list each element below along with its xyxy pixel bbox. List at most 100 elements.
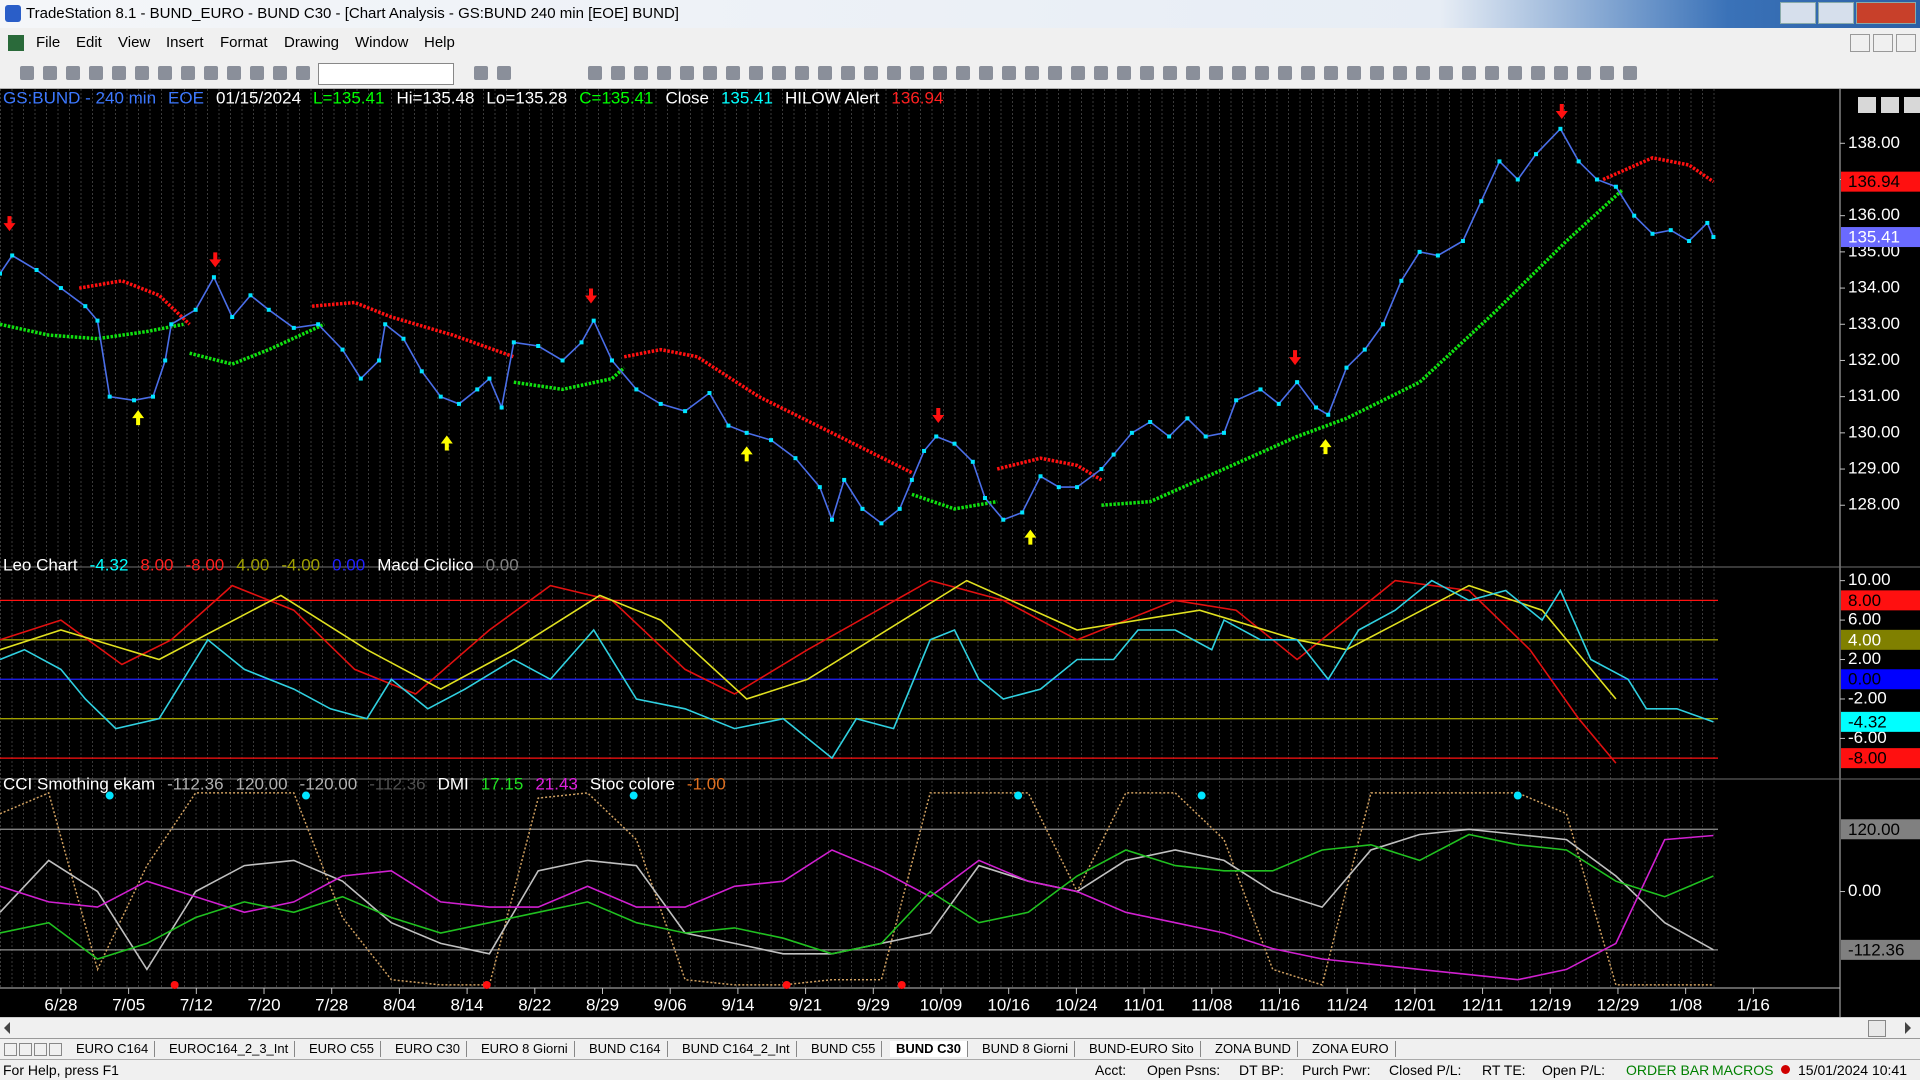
workspace-tab[interactable]: EURO C164	[70, 1041, 156, 1057]
toolbar-icon[interactable]	[1485, 66, 1499, 80]
toolbar-icon[interactable]	[1416, 66, 1430, 80]
toolbar-icon[interactable]	[1209, 66, 1223, 80]
toolbar-icon[interactable]	[273, 66, 287, 80]
toolbar-icon[interactable]	[1554, 66, 1568, 80]
menu-item[interactable]: View	[118, 34, 151, 51]
chart-close[interactable]	[1904, 97, 1920, 113]
tab-nav[interactable]	[19, 1043, 32, 1056]
toolbar-icon[interactable]	[611, 66, 625, 80]
toolbar-icon[interactable]	[841, 66, 855, 80]
toolbar-icon[interactable]	[20, 66, 34, 80]
toolbar-icon[interactable]	[818, 66, 832, 80]
toolbar-icon[interactable]	[634, 66, 648, 80]
horizontal-scrollbar[interactable]	[0, 1017, 1920, 1038]
tab-nav[interactable]	[49, 1043, 62, 1056]
toolbar-icon[interactable]	[864, 66, 878, 80]
mdi-min[interactable]	[1850, 34, 1870, 52]
toolbar-icon[interactable]	[1025, 66, 1039, 80]
menu-item[interactable]: Insert	[166, 34, 204, 51]
workspace-tab[interactable]: BUND-EURO Sito	[1083, 1041, 1201, 1057]
toolbar-icon[interactable]	[1439, 66, 1453, 80]
toolbar-icon[interactable]	[1508, 66, 1522, 80]
workspace-tab[interactable]: EURO C55	[303, 1041, 382, 1057]
chart-min[interactable]	[1858, 97, 1876, 113]
mdi-close[interactable]	[1896, 34, 1916, 52]
tab-nav[interactable]	[4, 1043, 17, 1056]
toolbar-icon[interactable]	[1531, 66, 1545, 80]
symbol-combo[interactable]	[318, 63, 454, 85]
toolbar-icon[interactable]	[1048, 66, 1062, 80]
toolbar-icon[interactable]	[250, 66, 264, 80]
toolbar-icon[interactable]	[588, 66, 602, 80]
toolbar-icon[interactable]	[1094, 66, 1108, 80]
toolbar-icon[interactable]	[1140, 66, 1154, 80]
mdi-restore[interactable]	[1873, 34, 1893, 52]
toolbar-icon[interactable]	[227, 66, 241, 80]
toolbar-icon[interactable]	[1117, 66, 1131, 80]
workspace-tab[interactable]: BUND C164_2_Int	[676, 1041, 797, 1057]
menu-item[interactable]: Format	[220, 34, 268, 51]
toolbar-icon[interactable]	[66, 66, 80, 80]
toolbar-icon[interactable]	[887, 66, 901, 80]
toolbar-icon[interactable]	[1186, 66, 1200, 80]
minimize-button[interactable]	[1780, 2, 1816, 24]
toolbar-icon[interactable]	[1370, 66, 1384, 80]
toolbar-icon[interactable]	[1071, 66, 1085, 80]
toolbar-icon[interactable]	[933, 66, 947, 80]
toolbar-icon[interactable]	[181, 66, 195, 80]
workspace-tab[interactable]: ZONA EURO	[1306, 1041, 1396, 1057]
toolbar-icon[interactable]	[158, 66, 172, 80]
toolbar-icon[interactable]	[1462, 66, 1476, 80]
workspace-tab[interactable]: BUND C30	[890, 1041, 969, 1057]
toolbar-icon[interactable]	[1232, 66, 1246, 80]
maximize-button[interactable]	[1818, 2, 1854, 24]
toolbar-icon[interactable]	[979, 66, 993, 80]
toolbar-icon[interactable]	[749, 66, 763, 80]
menu-item[interactable]: Help	[424, 34, 455, 51]
toolbar-icon[interactable]	[474, 66, 488, 80]
scroll-right[interactable]	[1905, 1022, 1911, 1034]
toolbar-icon[interactable]	[910, 66, 924, 80]
toolbar-icon[interactable]	[296, 66, 310, 80]
toolbar-icon[interactable]	[1577, 66, 1591, 80]
toolbar-icon[interactable]	[1324, 66, 1338, 80]
toolbar-icon[interactable]	[112, 66, 126, 80]
close-button[interactable]	[1856, 2, 1916, 24]
toolbar-icon[interactable]	[657, 66, 671, 80]
workspace-tab[interactable]: ZONA BUND	[1209, 1041, 1298, 1057]
workspace-tab[interactable]: BUND C55	[805, 1041, 883, 1057]
toolbar-icon[interactable]	[89, 66, 103, 80]
toolbar-icon[interactable]	[1002, 66, 1016, 80]
toolbar-icon[interactable]	[1600, 66, 1614, 80]
toolbar-icon[interactable]	[204, 66, 218, 80]
toolbar-icon[interactable]	[726, 66, 740, 80]
toolbar-icon[interactable]	[1623, 66, 1637, 80]
toolbar-icon[interactable]	[135, 66, 149, 80]
menu-item[interactable]: File	[36, 34, 61, 51]
toolbar-icon[interactable]	[772, 66, 786, 80]
tab-nav[interactable]	[34, 1043, 47, 1056]
workspace-tab[interactable]: EURO 8 Giorni	[475, 1041, 575, 1057]
toolbar-icon[interactable]	[1163, 66, 1177, 80]
toolbar-icon[interactable]	[1255, 66, 1269, 80]
toolbar-icon[interactable]	[1393, 66, 1407, 80]
toolbar-icon[interactable]	[956, 66, 970, 80]
workspace-tab[interactable]: EURO C30	[389, 1041, 468, 1057]
menu-item[interactable]: Drawing	[284, 34, 340, 51]
scroll-left[interactable]	[4, 1022, 10, 1034]
toolbar-icon[interactable]	[497, 66, 511, 80]
toolbar-icon[interactable]	[1301, 66, 1315, 80]
workspace-tab[interactable]: EUROC164_2_3_Int	[163, 1041, 296, 1057]
menu-item[interactable]: Window	[355, 34, 409, 51]
toolbar-icon[interactable]	[1347, 66, 1361, 80]
toolbar-icon[interactable]	[43, 66, 57, 80]
toolbar-icon[interactable]	[1278, 66, 1292, 80]
toolbar-icon[interactable]	[795, 66, 809, 80]
workspace-tab[interactable]: BUND 8 Giorni	[976, 1041, 1075, 1057]
chart-restore[interactable]	[1881, 97, 1899, 113]
workspace-tab[interactable]: BUND C164	[583, 1041, 668, 1057]
toolbar-icon[interactable]	[680, 66, 694, 80]
menu-item[interactable]: Edit	[76, 34, 102, 51]
toolbar-icon[interactable]	[703, 66, 717, 80]
scroll-thumb[interactable]	[1868, 1020, 1886, 1037]
